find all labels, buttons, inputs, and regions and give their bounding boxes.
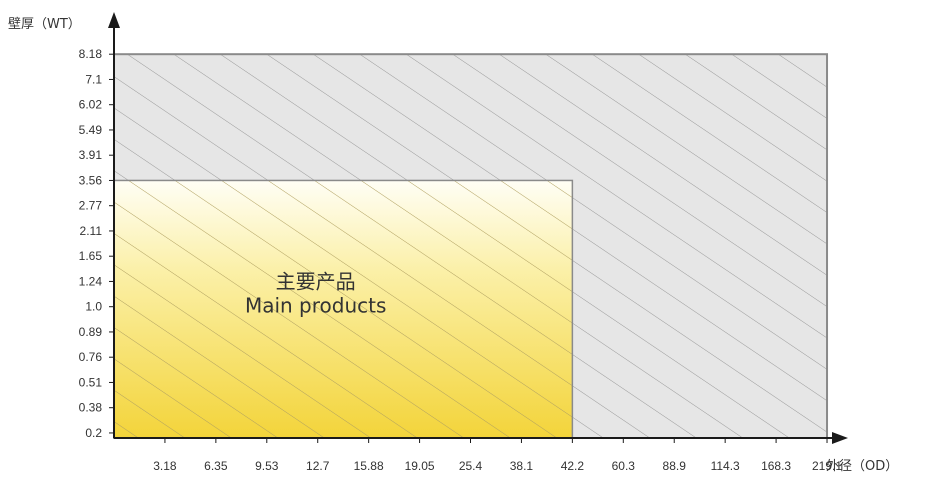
y-tick-label: 1.65 bbox=[79, 249, 103, 263]
regions-layer bbox=[113, 53, 829, 439]
y-tick-label: 1.0 bbox=[85, 300, 102, 314]
x-tick-label: 12.7 bbox=[306, 459, 330, 473]
y-tick-label: 8.18 bbox=[79, 47, 103, 61]
x-tick-label: 15.88 bbox=[354, 459, 384, 473]
y-tick-label: 6.02 bbox=[79, 98, 103, 112]
y-axis-arrow bbox=[108, 12, 120, 28]
x-tick-label: 88.9 bbox=[663, 459, 687, 473]
x-tick-label: 25.4 bbox=[459, 459, 483, 473]
x-tick-label: 38.1 bbox=[510, 459, 534, 473]
x-axis-title: 外径（OD） bbox=[826, 459, 898, 474]
axes-layer bbox=[108, 12, 848, 444]
x-tick-label: 219.1 bbox=[812, 459, 842, 473]
x-tick-label: 114.3 bbox=[711, 459, 740, 473]
y-tick-label: 1.24 bbox=[79, 274, 103, 288]
y-tick-label: 0.2 bbox=[85, 426, 102, 440]
y-tick-label: 2.11 bbox=[80, 224, 103, 238]
y-tick-label: 0.89 bbox=[79, 325, 103, 339]
x-tick-label: 6.35 bbox=[204, 459, 228, 473]
x-axis-arrow bbox=[832, 432, 848, 444]
x-tick-label: 168.3 bbox=[761, 459, 791, 473]
x-tick-label: 42.2 bbox=[561, 459, 585, 473]
y-tick-label: 7.1 bbox=[85, 72, 102, 86]
y-tick-label: 0.38 bbox=[79, 401, 103, 415]
y-tick-label: 3.91 bbox=[79, 148, 103, 162]
y-tick-label: 0.76 bbox=[79, 350, 103, 364]
main-products-label-cn: 主要产品 bbox=[276, 270, 356, 294]
x-tick-label: 19.05 bbox=[405, 459, 435, 473]
main-products-hatch bbox=[114, 180, 573, 438]
y-tick-label: 2.77 bbox=[79, 199, 103, 213]
y-tick-label: 0.51 bbox=[79, 375, 103, 389]
x-tick-label: 9.53 bbox=[255, 459, 279, 473]
y-axis-title: 壁厚（WT） bbox=[8, 17, 81, 32]
y-tick-label: 3.56 bbox=[79, 173, 103, 187]
y-tick-label: 5.49 bbox=[79, 123, 103, 137]
x-tick-label: 60.3 bbox=[612, 459, 636, 473]
main-products-label-en: Main products bbox=[245, 294, 386, 318]
x-tick-label: 3.18 bbox=[153, 459, 177, 473]
